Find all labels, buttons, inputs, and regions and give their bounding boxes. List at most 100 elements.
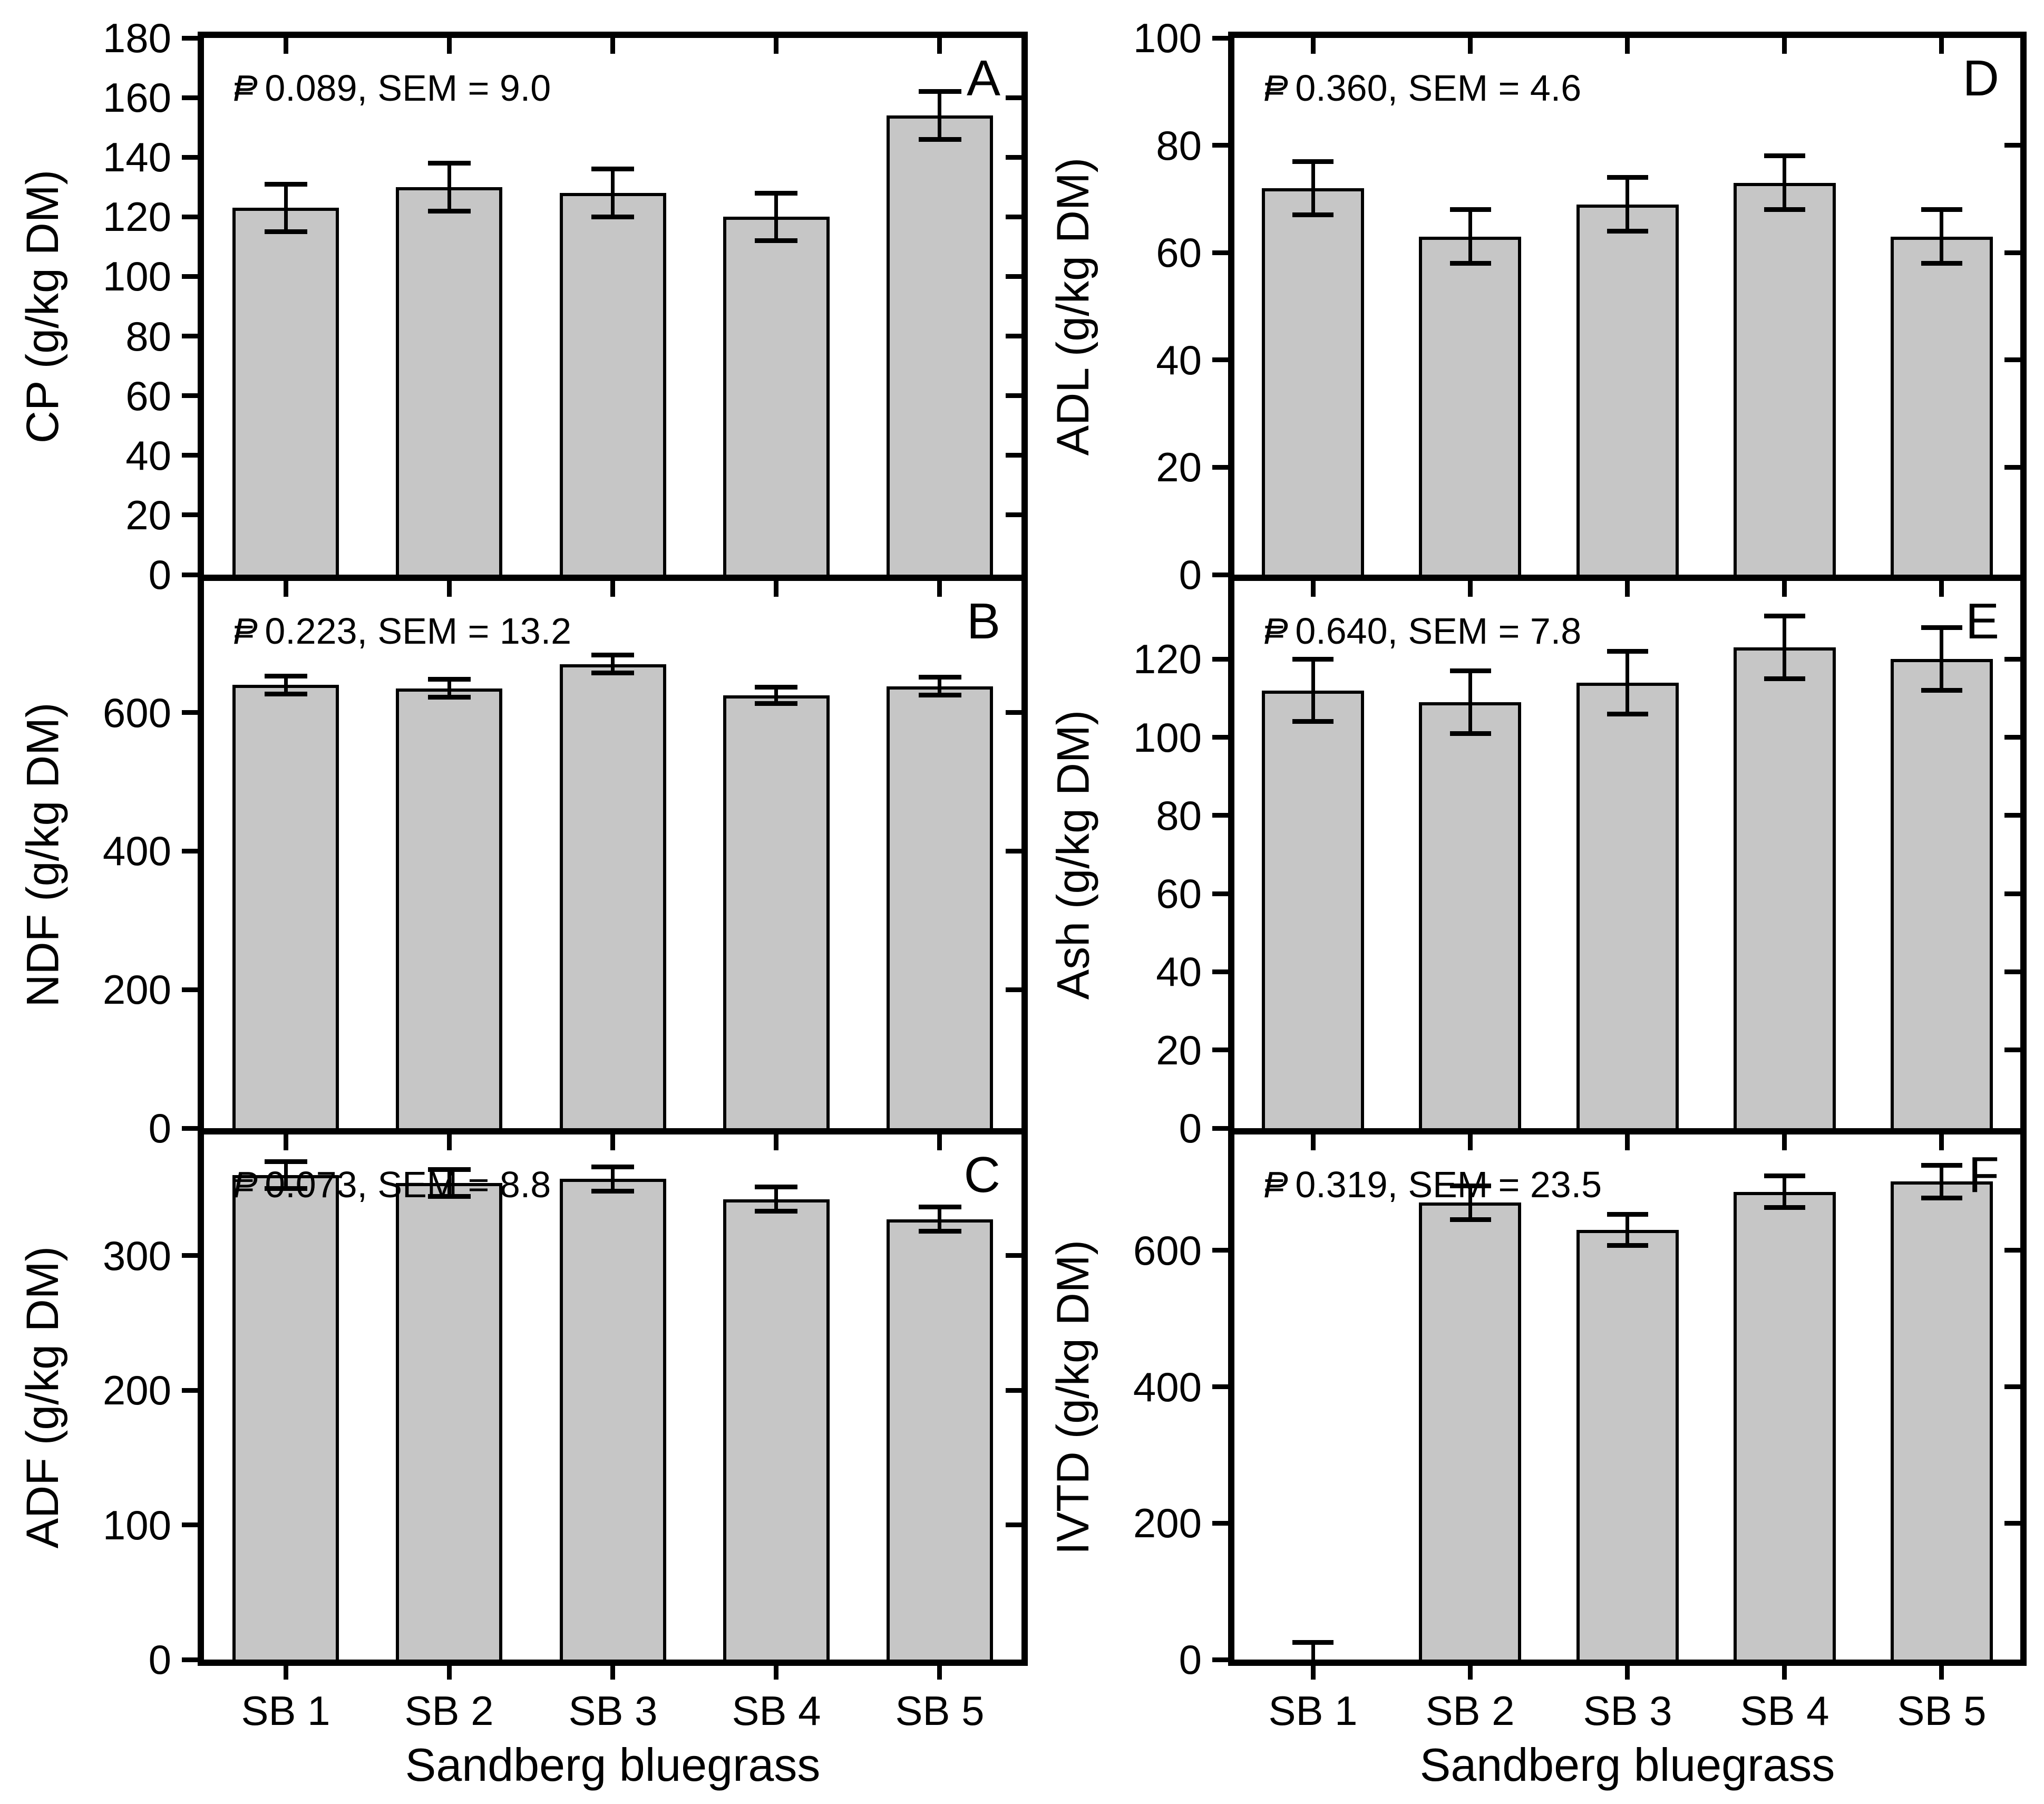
y-tick-e-120 <box>1212 657 1228 662</box>
x-tick-top-c-1 <box>284 1134 288 1150</box>
x-tick-bottom-f-4 <box>1782 1666 1787 1680</box>
error-bar-stem-e-sb4 <box>1783 616 1786 679</box>
y-tick-label-a-0: 0 <box>148 551 171 598</box>
x-tick-top-c-4 <box>774 1134 778 1150</box>
x-tick-label-c-sb5: SB 5 <box>895 1687 985 1734</box>
error-bar-cap-bottom-b-sb2 <box>428 695 471 700</box>
error-bar-cap-top-e-sb5 <box>1921 625 1962 630</box>
y-tick-mirror-e-60 <box>2004 891 2020 896</box>
y-tick-label-d-0: 0 <box>1179 551 1202 598</box>
x-tick-top-d-4 <box>1782 38 1787 54</box>
y-axis-title-box-b: NDF (g/kg DM) <box>14 581 72 1128</box>
y-tick-mirror-a-60 <box>1006 393 1021 398</box>
error-bar-cap-bottom-c-sb4 <box>755 1209 797 1214</box>
y-tick-label-c-200: 200 <box>102 1367 171 1413</box>
y-tick-mirror-e-40 <box>2004 969 2020 974</box>
y-tick-mirror-d-80 <box>2004 143 2020 148</box>
error-bar-cap-bottom-a-sb2 <box>428 209 471 214</box>
panel-d-plot: 0 20 40 60 80 100 P = 0.360, SEM = 4.6 D ADL (g/… <box>1048 17 2027 596</box>
stat-annotation-c: P = 0.073, SEM = 8.8 <box>233 1164 551 1205</box>
y-tick-label-d-60: 60 <box>1156 229 1202 276</box>
error-bar-cap-bottom-c-sb5 <box>919 1229 961 1234</box>
stat-annotation-b: P = 0.223, SEM = 13.2 <box>233 610 572 652</box>
y-axis-title-a: CP (g/kg DM) <box>17 169 69 443</box>
y-tick-label-f-200: 200 <box>1133 1500 1202 1546</box>
error-bar-cap-bottom-e-sb3 <box>1607 712 1648 716</box>
error-bar-cap-top-f-sb5 <box>1921 1163 1962 1168</box>
error-bar-stem-a-sb4 <box>774 193 778 240</box>
y-tick-a-140 <box>182 155 198 160</box>
y-tick-label-f-0: 0 <box>1179 1636 1202 1683</box>
y-tick-a-100 <box>182 274 198 279</box>
y-tick-label-e-40: 40 <box>1156 948 1202 995</box>
x-tick-top-d-2 <box>1468 38 1473 54</box>
y-tick-e-80 <box>1212 813 1228 818</box>
error-bar-cap-top-b-sb3 <box>591 653 634 657</box>
y-tick-mirror-f-400 <box>2004 1384 2020 1389</box>
bar-e-sb3 <box>1576 683 1679 1128</box>
x-tick-top-b-2 <box>447 581 452 597</box>
y-axis-title-b: NDF (g/kg DM) <box>17 702 69 1007</box>
panel-e-plot: 0 20 40 60 80 100 120 P = 0.640, SEM = 7.8 E Ash … <box>1048 575 2027 1149</box>
y-tick-label-c-100: 100 <box>102 1502 171 1548</box>
y-tick-label-e-20: 20 <box>1156 1027 1202 1073</box>
y-axis-title-f: IVTD (g/kg DM) <box>1048 1239 1099 1555</box>
x-tick-label-f-sb1: SB 1 <box>1268 1687 1358 1734</box>
error-bar-cap-bottom-e-sb1 <box>1292 719 1334 724</box>
y-tick-label-d-100: 100 <box>1133 15 1202 61</box>
x-tick-label-c-sb1: SB 1 <box>241 1687 330 1734</box>
error-bar-stem-e-sb1 <box>1311 659 1315 722</box>
error-bar-stem-e-sb2 <box>1468 671 1472 734</box>
y-tick-a-60 <box>182 393 198 398</box>
y-tick-mirror-c-200 <box>1006 1388 1021 1393</box>
y-tick-label-e-120: 120 <box>1133 636 1202 682</box>
panel-b-plot: 0 200 400 600 P = 0.223, SEM = 13.2 B NDF (g/k… <box>18 575 1028 1149</box>
error-bar-cap-top-c-sb4 <box>755 1185 797 1189</box>
x-tick-label-c-sb3: SB 3 <box>568 1687 658 1734</box>
p-symbol-e: P <box>1263 610 1288 652</box>
stat-annotation-a: P = 0.089, SEM = 9.0 <box>233 67 551 109</box>
error-bar-cap-top-f-sb1 <box>1292 1640 1334 1645</box>
x-tick-top-d-3 <box>1625 38 1630 54</box>
bar-b-sb1 <box>232 685 339 1128</box>
x-tick-top-b-5 <box>937 581 942 597</box>
error-bar-stem-d-sb1 <box>1311 161 1315 215</box>
x-tick-top-e-1 <box>1311 581 1316 597</box>
error-bar-cap-top-e-sb1 <box>1292 657 1334 662</box>
y-tick-mirror-a-40 <box>1006 453 1021 458</box>
panel-a-plot: 0 20 40 60 80 100 120 140 160 180 P = 0.089, SEM =… <box>18 17 1028 596</box>
y-tick-mirror-d-20 <box>2004 465 2020 470</box>
error-bar-cap-top-c-sb3 <box>591 1165 634 1169</box>
y-axis-title-box-a: CP (g/kg DM) <box>14 38 72 575</box>
error-bar-cap-bottom-a-sb5 <box>919 137 961 142</box>
error-bar-cap-top-d-sb1 <box>1292 159 1334 164</box>
x-tick-label-f-sb4: SB 4 <box>1740 1687 1829 1734</box>
error-bar-stem-c-sb2 <box>447 1169 451 1196</box>
y-tick-mirror-a-20 <box>1006 512 1021 517</box>
error-bar-stem-f-sb4 <box>1783 1176 1786 1208</box>
x-tick-bottom-c-2 <box>447 1666 452 1680</box>
panel-f-plot: 0 200 400 600 P = 0.319, SEM = 23.5 F IVTD (g/… <box>1048 1128 2027 1733</box>
error-bar-cap-bottom-b-sb1 <box>265 692 307 696</box>
y-tick-mirror-a-160 <box>1006 95 1021 100</box>
error-bar-cap-bottom-d-sb1 <box>1292 212 1334 217</box>
bar-d-sb1 <box>1262 188 1364 575</box>
y-tick-mirror-f-200 <box>2004 1521 2020 1526</box>
x-tick-bottom-c-3 <box>610 1666 615 1680</box>
error-bar-cap-bottom-c-sb2 <box>428 1194 471 1199</box>
x-tick-top-f-4 <box>1782 1134 1787 1150</box>
error-bar-cap-bottom-e-sb5 <box>1921 688 1962 693</box>
x-tick-label-f-sb5: SB 5 <box>1897 1687 1987 1734</box>
y-tick-f-0 <box>1212 1657 1228 1662</box>
x-tick-top-d-5 <box>1939 38 1944 54</box>
x-axis-title-left: Sandberg bluegrass <box>405 1739 821 1791</box>
bar-b-sb4 <box>723 695 830 1128</box>
error-bar-stem-a-sb3 <box>611 169 615 217</box>
stat-annotation-d: P = 0.360, SEM = 4.6 <box>1263 67 1582 109</box>
y-tick-f-600 <box>1212 1248 1228 1253</box>
error-bar-stem-a-sb1 <box>284 184 288 231</box>
y-tick-label-a-40: 40 <box>125 432 171 479</box>
error-bar-cap-bottom-c-sb3 <box>591 1189 634 1194</box>
y-tick-label-a-120: 120 <box>102 193 171 240</box>
x-tick-top-a-3 <box>610 38 615 54</box>
